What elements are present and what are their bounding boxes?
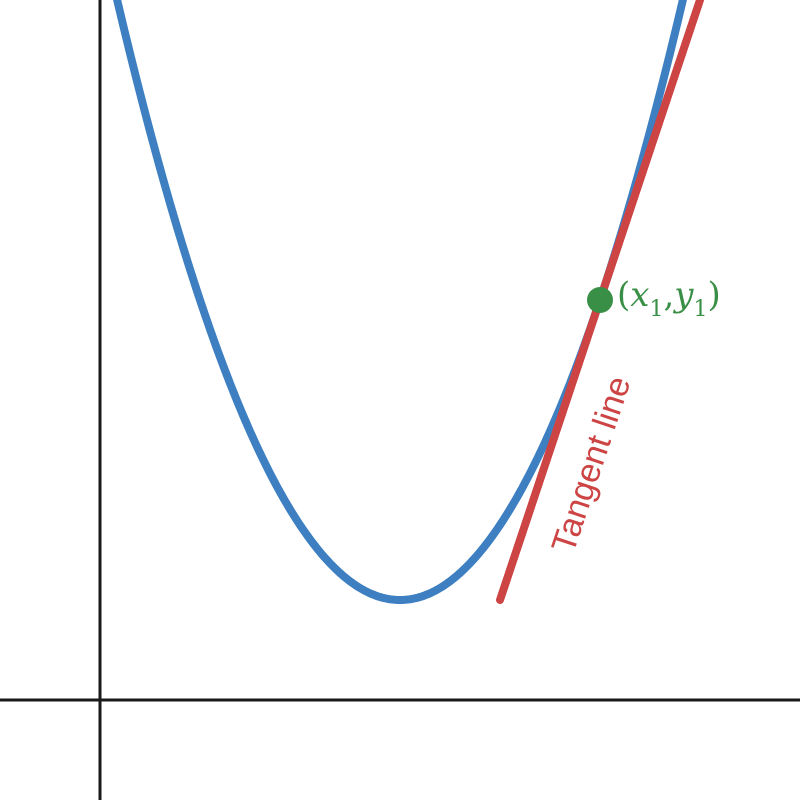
point-label: (x1,y1) — [617, 275, 721, 322]
tangent-label: Tangent line — [545, 372, 639, 558]
tangent-point — [587, 287, 613, 313]
